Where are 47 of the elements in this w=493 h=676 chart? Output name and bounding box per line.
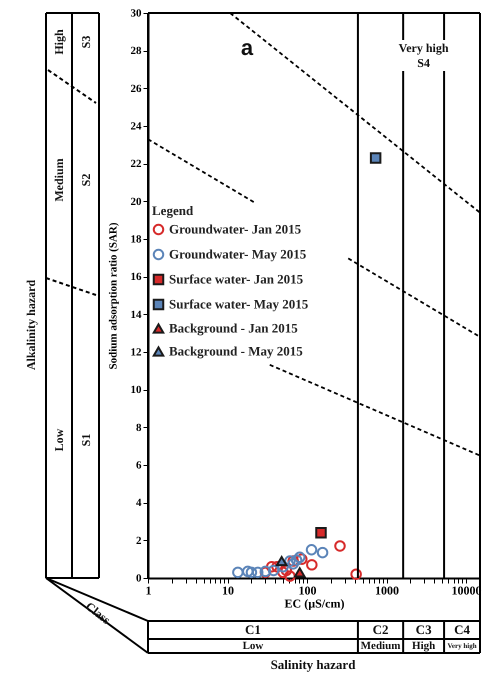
text: C4 <box>454 622 470 637</box>
text: C2 <box>372 622 388 637</box>
annotation: S4 <box>417 56 430 70</box>
legend-label: Surface water- Jan 2015 <box>169 272 304 286</box>
legend-label: Background - Jan 2015 <box>169 320 298 336</box>
y-axis-title: Sodium adsorption ratio (SAR) <box>108 222 120 370</box>
text: Low <box>242 640 264 652</box>
text: S3 <box>79 36 93 48</box>
text: C3 <box>416 622 432 637</box>
legend-label: Groundwater- May 2015 <box>169 246 307 262</box>
y-tick-label: 0 <box>136 572 142 584</box>
legend-label: Surface water- May 2015 <box>169 296 309 312</box>
text: S2 <box>79 174 93 186</box>
x-tick-label: 10 <box>222 584 234 598</box>
y-tick-label: 8 <box>136 422 142 434</box>
text: Alkalinity hazard <box>24 280 38 370</box>
y-tick-label: 30 <box>130 8 142 20</box>
y-tick-label: 14 <box>130 308 142 321</box>
y-tick-label: 24 <box>130 120 142 132</box>
text: Low <box>52 428 66 452</box>
y-tick-label: 12 <box>130 346 142 358</box>
annotation: Very high <box>398 41 449 55</box>
x-axis-title: EC (µS/cm) <box>284 596 344 610</box>
x-tick-label: 1 <box>146 584 152 598</box>
text: C1 <box>245 622 261 637</box>
legend-label: Background - May 2015 <box>169 344 304 358</box>
text: Medium <box>52 158 66 202</box>
text: Medium <box>360 640 400 652</box>
text: High <box>52 29 66 55</box>
annotation: a <box>240 35 254 60</box>
y-tick-label: 28 <box>130 45 142 58</box>
y-tick-label: 6 <box>136 460 142 472</box>
text: High <box>412 640 436 652</box>
y-tick-label: 20 <box>130 196 142 208</box>
text: S1 <box>79 434 93 446</box>
y-tick-label: 22 <box>130 158 142 170</box>
y-tick-label: 16 <box>130 271 142 284</box>
y-tick-label: 4 <box>136 497 142 510</box>
text: Salinity hazard <box>270 657 356 672</box>
y-tick-label: 18 <box>130 234 142 246</box>
y-tick-label: 10 <box>130 384 142 396</box>
x-tick-label: 100 <box>298 584 316 598</box>
legend-title: Legend <box>152 203 194 218</box>
x-tick-label: 1000 <box>375 584 399 598</box>
y-tick-label: 2 <box>136 534 142 547</box>
y-tick-label: 26 <box>130 82 142 95</box>
legend-label: Groundwater- Jan 2015 <box>169 222 302 236</box>
